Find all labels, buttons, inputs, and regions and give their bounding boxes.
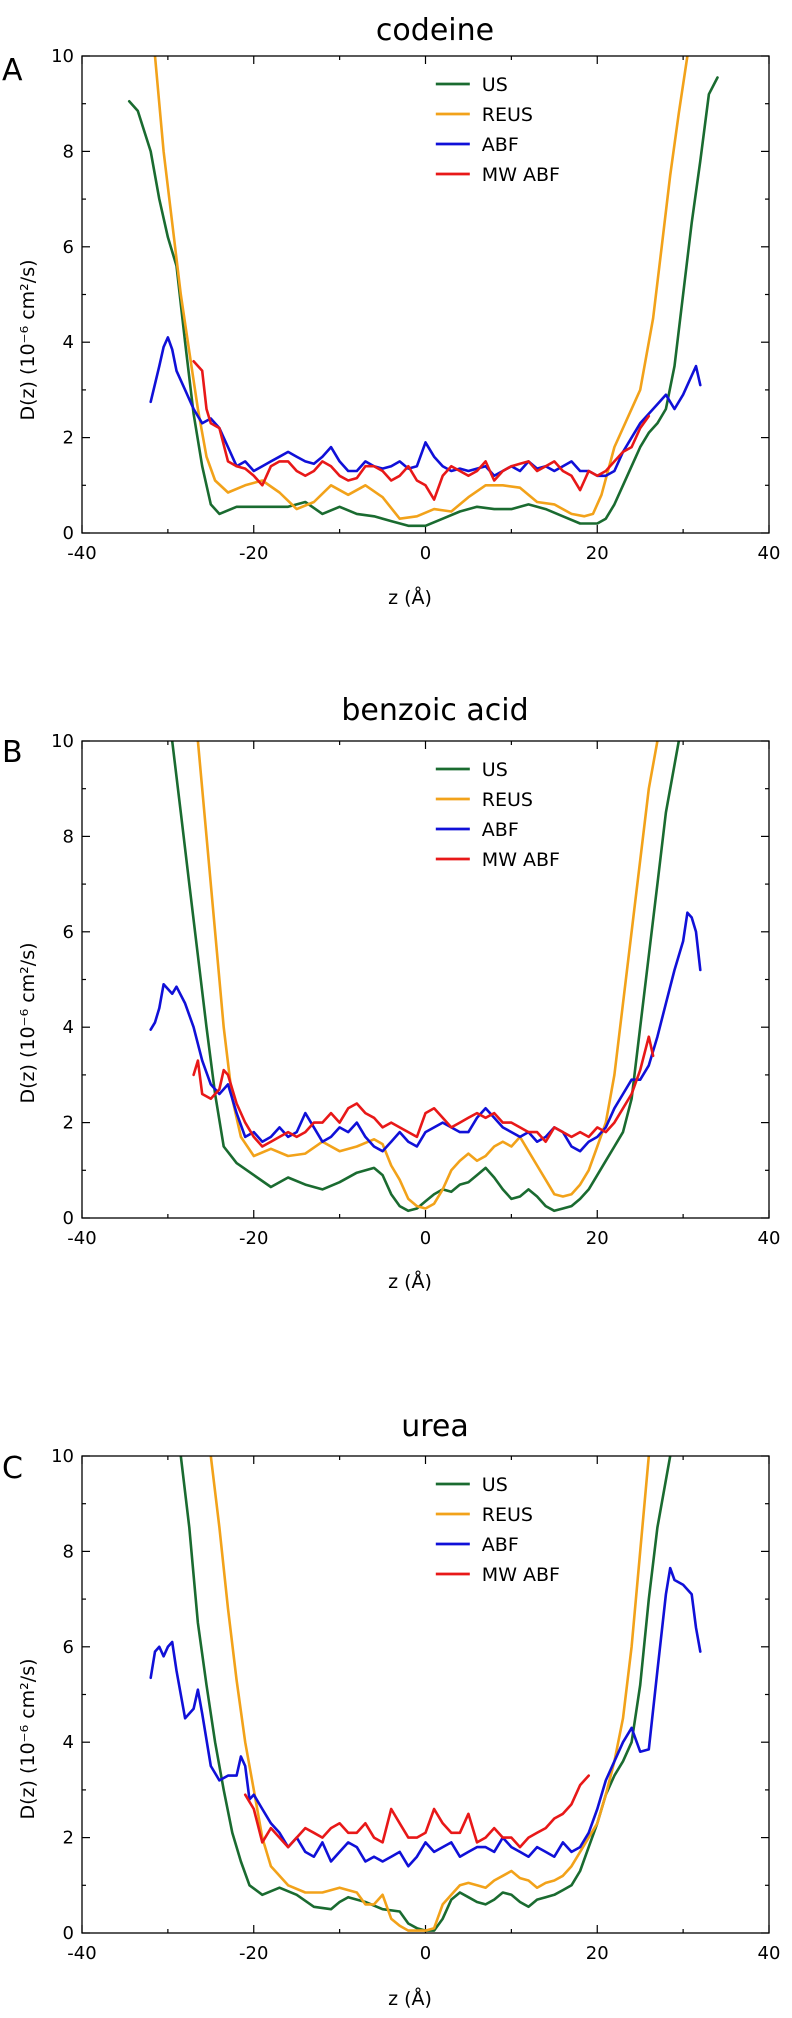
x-tick-label: 40 — [758, 1943, 781, 1964]
legend-label: ABF — [482, 134, 519, 156]
y-tick-label: 10 — [51, 1446, 74, 1467]
y-tick-label: 8 — [63, 826, 74, 847]
legend-label: US — [482, 1474, 508, 1496]
y-tick-label: 4 — [63, 332, 74, 353]
x-tick-label: -20 — [239, 543, 268, 564]
chart-title: codeine — [376, 13, 494, 48]
x-tick-label: 20 — [586, 1943, 609, 1964]
x-tick-label: 40 — [758, 1228, 781, 1249]
legend-label: US — [482, 759, 508, 781]
chart-title: benzoic acid — [341, 693, 528, 728]
y-tick-label: 0 — [63, 1208, 74, 1229]
series-us-line — [127, 76, 719, 528]
series-reus-line — [209, 1456, 651, 1932]
y-tick-label: 10 — [51, 731, 74, 752]
x-tick-label: 20 — [586, 1228, 609, 1249]
y-tick-label: 2 — [63, 428, 74, 449]
x-tick-label: -40 — [67, 543, 96, 564]
y-tick-label: 10 — [51, 46, 74, 67]
panel-letter: C — [2, 1451, 23, 1486]
x-tick-label: 0 — [420, 543, 431, 564]
y-tick-label: 8 — [63, 1541, 74, 1562]
y-tick-label: 6 — [63, 237, 74, 258]
y-tick-label: 0 — [63, 523, 74, 544]
y-tick-label: 8 — [63, 141, 74, 162]
y-tick-label: 2 — [63, 1828, 74, 1849]
panel-a: A codeine z (Å) D(z) (10⁻⁶ cm²/s) -40 -20… — [2, 13, 780, 609]
y-tick-label: 6 — [63, 1637, 74, 1658]
legend-label: REUS — [482, 104, 533, 126]
series-us-line — [170, 741, 681, 1213]
x-tick-label: -40 — [67, 1943, 96, 1964]
x-tick-label: 0 — [420, 1943, 431, 1964]
legend-label: MW ABF — [482, 1564, 560, 1586]
legend-label: MW ABF — [482, 164, 560, 186]
x-tick-label: -20 — [239, 1228, 268, 1249]
series-abf-line — [149, 1566, 702, 1868]
x-tick-label: 0 — [420, 1228, 431, 1249]
series-abf-line — [149, 336, 702, 478]
legend-label: MW ABF — [482, 849, 560, 871]
chart-title: urea — [401, 1409, 469, 1444]
y-axis-label: D(z) (10⁻⁶ cm²/s) — [17, 1658, 39, 1819]
x-tick-label: 40 — [758, 543, 781, 564]
y-tick-label: 4 — [63, 1732, 74, 1753]
series-reus-line — [153, 56, 689, 521]
panel-letter: B — [2, 735, 23, 770]
y-tick-label: 0 — [63, 1923, 74, 1944]
legend-label: REUS — [482, 1504, 533, 1526]
legend-label: ABF — [482, 819, 519, 841]
series-mw-abf-line — [192, 1035, 655, 1148]
legend-label: REUS — [482, 789, 533, 811]
y-axis-label: D(z) (10⁻⁶ cm²/s) — [17, 942, 39, 1103]
series-mw-abf-line — [192, 359, 651, 501]
x-axis-label: z (Å) — [388, 1987, 432, 2010]
plot-frame — [81, 55, 770, 534]
plot-frame — [81, 740, 770, 1219]
x-tick-label: -20 — [239, 1943, 268, 1964]
y-tick-label: 6 — [63, 922, 74, 943]
series-abf-line — [149, 911, 702, 1153]
y-tick-label: 4 — [63, 1017, 74, 1038]
legend-label: ABF — [482, 1534, 519, 1556]
panel-b: B benzoic acid z (Å) D(z) (10⁻⁶ cm²/s) -… — [2, 693, 780, 1293]
x-tick-label: -40 — [67, 1228, 96, 1249]
panel-c: C urea z (Å) D(z) (10⁻⁶ cm²/s) -40 -20 0 20… — [2, 1409, 780, 2010]
plot-frame — [81, 1455, 770, 1934]
series-mw-abf-line — [243, 1774, 591, 1849]
series-reus-line — [196, 741, 659, 1210]
panel-letter: A — [2, 53, 23, 88]
x-tick-label: 20 — [586, 543, 609, 564]
x-axis-label: z (Å) — [388, 586, 432, 609]
y-tick-label: 2 — [63, 1113, 74, 1134]
x-axis-label: z (Å) — [388, 1270, 432, 1293]
series-us-line — [179, 1456, 672, 1932]
y-axis-label: D(z) (10⁻⁶ cm²/s) — [17, 259, 39, 420]
legend-label: US — [482, 74, 508, 96]
